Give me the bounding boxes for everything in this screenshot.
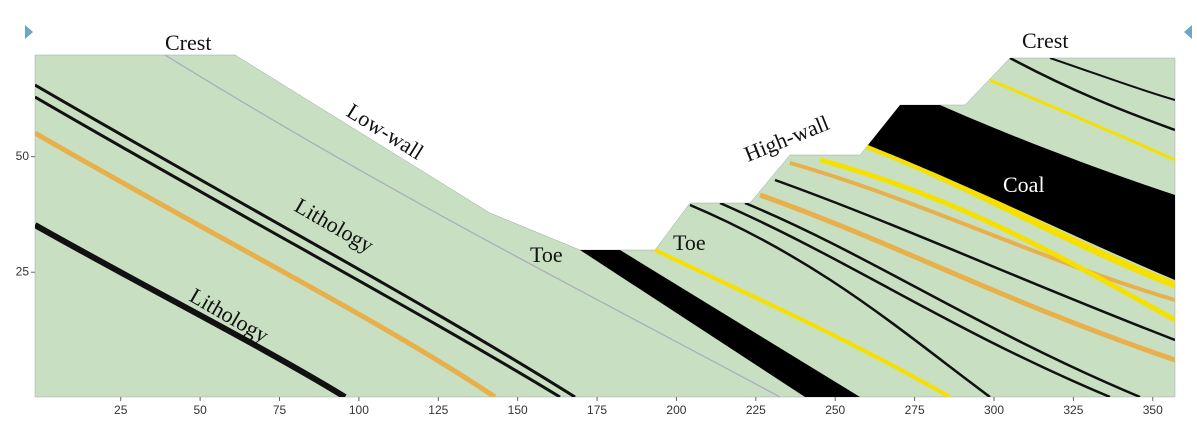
x-tick-label: 25 — [114, 403, 128, 417]
x-tick-label: 300 — [984, 403, 1004, 417]
x-tick-label: 250 — [825, 403, 845, 417]
label: Toe — [530, 242, 563, 267]
page: Crest Crest Low-wall High-wall Lithology… — [0, 0, 1197, 424]
corner-marker — [25, 25, 33, 39]
corner-marker — [1184, 25, 1192, 39]
x-tick-label: 75 — [273, 403, 287, 417]
x-tick-label: 325 — [1063, 403, 1083, 417]
cross-section: Crest Crest Low-wall High-wall Lithology… — [0, 0, 1197, 424]
x-tick-label: 150 — [508, 403, 528, 417]
label: Coal — [1003, 172, 1045, 197]
x-tick-label: 200 — [666, 403, 686, 417]
label: Toe — [673, 230, 706, 255]
y-tick-label: 25 — [16, 264, 30, 278]
x-tick-label: 100 — [349, 403, 369, 417]
x-tick-label: 275 — [905, 403, 925, 417]
x-tick-label: 50 — [193, 403, 207, 417]
y-tick-label: 50 — [16, 149, 30, 163]
label: Crest — [1022, 28, 1068, 53]
x-tick-label: 175 — [587, 403, 607, 417]
x-tick-label: 225 — [746, 403, 766, 417]
section-body — [35, 55, 1175, 397]
x-tick-label: 125 — [428, 403, 448, 417]
label: Crest — [165, 30, 211, 55]
x-tick-label: 350 — [1143, 403, 1163, 417]
